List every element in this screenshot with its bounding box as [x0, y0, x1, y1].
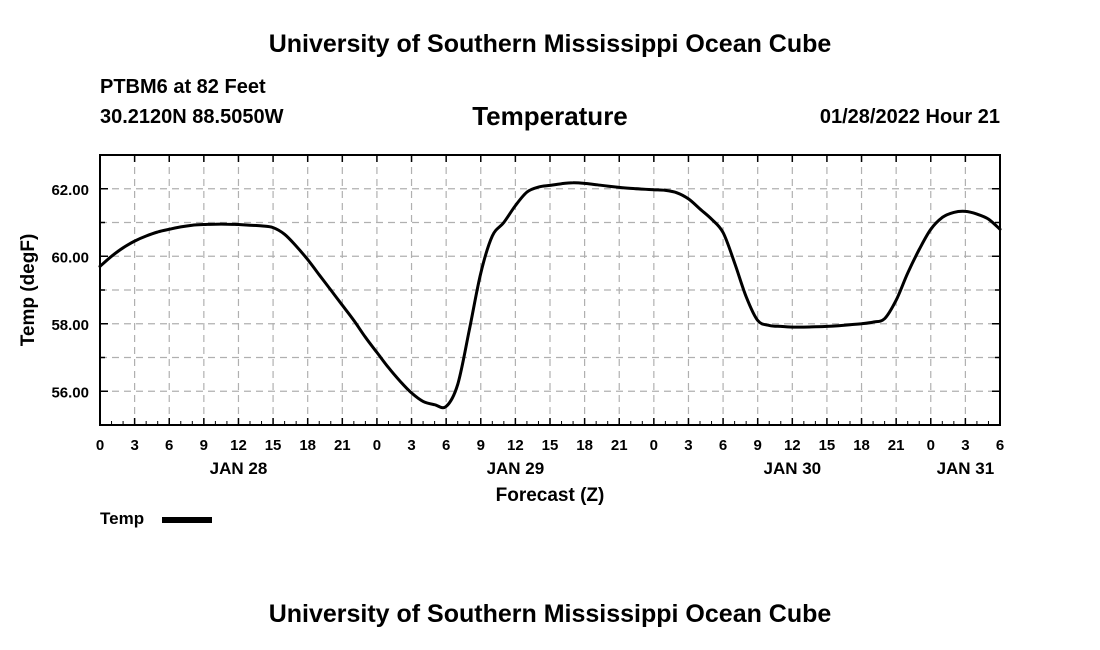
station-coordinates: 30.2120N 88.5050W [100, 106, 284, 128]
legend-label: Temp [100, 509, 145, 528]
y-tick-label: 62.00 [51, 182, 89, 199]
chart-main-title: University of Southern Mississippi Ocean… [268, 30, 832, 58]
x-tick-label: 0 [373, 437, 381, 454]
x-tick-label: 9 [754, 437, 762, 454]
x-tick-label: 3 [684, 437, 692, 454]
x-tick-label: 21 [334, 437, 351, 454]
x-tick-label: 15 [265, 437, 282, 454]
x-tick-label: 12 [507, 437, 524, 454]
x-date-label: JAN 30 [763, 459, 821, 478]
variable-title: Temperature [472, 101, 628, 131]
x-tick-label: 0 [650, 437, 658, 454]
x-tick-label: 0 [927, 437, 935, 454]
x-date-label: JAN 29 [487, 459, 545, 478]
x-tick-label: 3 [130, 437, 138, 454]
x-axis-title: Forecast (Z) [496, 485, 605, 506]
y-axis-title: Temp (degF) [18, 234, 39, 347]
chart-footer-title: University of Southern Mississippi Ocean… [268, 600, 832, 628]
x-tick-label: 12 [784, 437, 801, 454]
x-tick-label: 6 [165, 437, 173, 454]
x-tick-label: 21 [611, 437, 628, 454]
x-tick-label: 6 [719, 437, 727, 454]
x-tick-label: 12 [230, 437, 247, 454]
x-tick-label: 9 [200, 437, 208, 454]
x-tick-label: 3 [407, 437, 415, 454]
forecast-datetime: 01/28/2022 Hour 21 [819, 106, 1000, 128]
x-tick-label: 15 [819, 437, 836, 454]
x-date-label: JAN 31 [937, 459, 995, 478]
x-tick-label: 0 [96, 437, 104, 454]
y-tick-label: 60.00 [51, 249, 89, 266]
y-tick-label: 58.00 [51, 317, 89, 334]
x-tick-label: 6 [996, 437, 1004, 454]
y-tick-label: 56.00 [51, 384, 89, 401]
x-tick-label: 6 [442, 437, 450, 454]
x-tick-label: 15 [542, 437, 559, 454]
x-tick-label: 18 [576, 437, 593, 454]
x-tick-label: 9 [477, 437, 485, 454]
x-date-label: JAN 28 [210, 459, 268, 478]
x-tick-label: 3 [961, 437, 969, 454]
x-tick-label: 18 [299, 437, 316, 454]
x-tick-label: 21 [888, 437, 905, 454]
legend-line-swatch [162, 517, 212, 523]
series-line-temp [98, 181, 1002, 410]
station-name: PTBM6 at 82 Feet [100, 76, 266, 98]
x-tick-label: 18 [853, 437, 870, 454]
